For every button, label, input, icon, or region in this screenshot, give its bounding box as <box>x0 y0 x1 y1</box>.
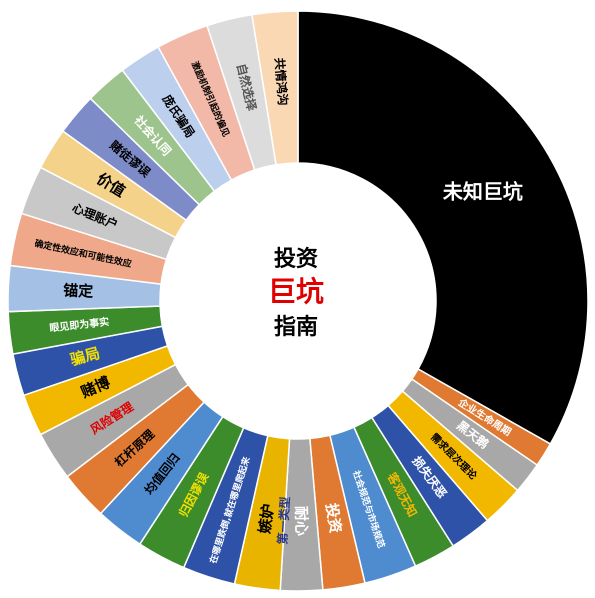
segment-8-label: 耐心 <box>292 506 310 536</box>
center-title: 投资 巨坑 指南 <box>268 247 324 340</box>
segment-7-label: 投资 <box>322 502 345 534</box>
segment-9-label: 第一类型 <box>275 496 293 545</box>
segment-10-label: 嫉妒 <box>256 503 278 535</box>
center-title-line3: 指南 <box>274 315 318 340</box>
donut-slices <box>7 10 589 592</box>
segment-28-slice <box>251 10 299 166</box>
segment-19-label: 锚定 <box>63 281 94 300</box>
center-title-line2: 巨坑 <box>268 275 324 308</box>
segment-0-slice <box>297 10 589 445</box>
center-title-line1: 投资 <box>274 247 318 272</box>
segment-28-label: 共情鸿沟 <box>272 57 291 106</box>
segment-0-label: 未知巨坑 <box>443 180 523 204</box>
